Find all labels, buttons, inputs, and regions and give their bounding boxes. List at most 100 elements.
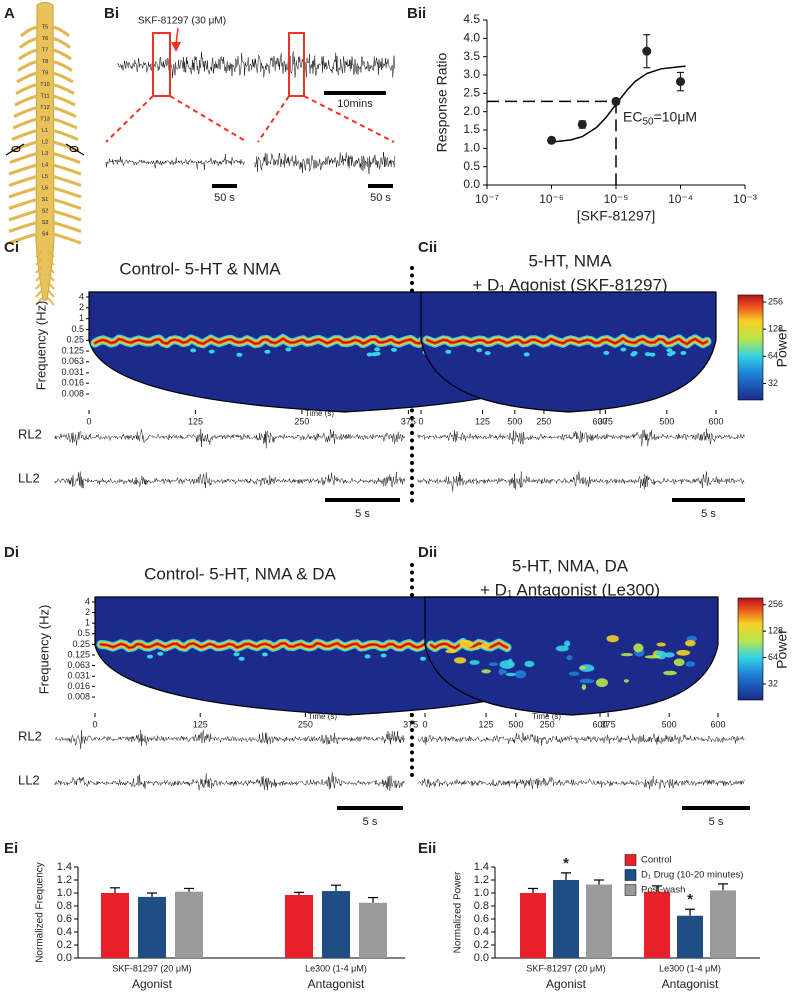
nerve-root — [52, 105, 77, 118]
panel-label: A — [4, 5, 15, 22]
panel-title: 5-HT, NMA — [528, 251, 612, 270]
x-tick-label: 10⁻⁵ — [604, 192, 629, 206]
y-tick-label: 4.0 — [463, 31, 480, 45]
y-tick-label: 1.0 — [474, 887, 489, 899]
nerve-root — [8, 232, 38, 245]
power-blob — [514, 670, 527, 679]
x-tick-label: 375 — [598, 416, 613, 426]
nerve-root — [52, 174, 82, 188]
nerve-root — [35, 297, 43, 306]
x-tick-label: 600 — [708, 416, 723, 426]
nerve-root — [11, 128, 38, 141]
x-tick-label: SKF-81297 (20 μM) — [526, 963, 605, 973]
power-blob — [190, 348, 197, 353]
power-blob — [285, 347, 292, 352]
legend-label: Post-wash — [641, 885, 685, 896]
nerve-root — [14, 94, 38, 107]
scale-bar-label: 50 s — [214, 192, 235, 204]
nerve-root — [12, 117, 38, 130]
power-blob — [564, 640, 571, 647]
power-blob — [523, 352, 530, 357]
segment-label: T6 — [42, 36, 48, 42]
spectrogram-bg — [420, 291, 717, 413]
zoom-guide — [257, 95, 290, 143]
x-tick-label: 600 — [592, 416, 607, 426]
x-axis-label: Time (s) — [305, 409, 334, 418]
y-axis-label: Frequency (Hz) — [36, 605, 51, 695]
data-point — [642, 46, 652, 56]
power-blob — [685, 640, 696, 647]
segment-label: T10 — [40, 82, 49, 88]
power-blob — [498, 668, 504, 676]
power-blob — [238, 656, 245, 661]
y-tick-label: 0.0 — [463, 177, 480, 191]
trace — [417, 428, 745, 447]
power-blob — [680, 351, 687, 355]
data-point — [611, 96, 621, 106]
bar — [710, 890, 736, 958]
power-blob — [663, 670, 677, 676]
nerve-root — [35, 289, 43, 298]
power-blob — [581, 684, 587, 690]
x-tick-label: 500 — [507, 416, 522, 426]
nerve-root — [18, 48, 38, 61]
power-blob — [666, 348, 673, 353]
power-blob — [445, 649, 457, 654]
nerve-root — [35, 257, 43, 266]
group-label: Agonist — [546, 977, 587, 991]
x-tick-label: 10⁻⁷ — [475, 192, 499, 206]
legend-label: Control — [641, 855, 672, 866]
power-blob — [566, 655, 573, 661]
power-blob — [620, 653, 634, 657]
segment-label: L5 — [42, 174, 48, 180]
trace — [417, 732, 745, 746]
nerve-root — [35, 249, 43, 258]
power-blob — [469, 660, 480, 665]
y-tick-label: 1 — [79, 313, 84, 323]
y-axis-label: Normalized Power — [453, 871, 464, 953]
y-tick-label: 0.0 — [474, 952, 489, 964]
nerve-root — [52, 36, 71, 49]
scale-bar-label: 50 s — [370, 192, 391, 204]
y-tick-label: 1.4 — [474, 861, 489, 873]
trace — [417, 775, 745, 790]
nerve-root — [8, 209, 38, 222]
power-blob — [505, 672, 517, 677]
spinal-cord — [35, 2, 55, 301]
nerve-root — [52, 209, 82, 222]
scale-bar-label: 5 s — [709, 816, 724, 828]
trace — [54, 729, 405, 750]
power-blob — [568, 671, 580, 676]
y-tick-label: 1.5 — [463, 122, 480, 136]
y-tick-label: 3.5 — [463, 49, 480, 63]
x-tick-label: 500 — [508, 719, 523, 729]
colorbar — [737, 294, 764, 401]
y-tick-label: 0.8 — [474, 900, 489, 912]
electrode-tip — [11, 146, 21, 152]
segment-label: T13 — [40, 116, 49, 122]
y-tick-label: 0.2 — [474, 939, 489, 951]
y-tick-label: 1.2 — [57, 874, 72, 886]
group-label: Antagonist — [662, 977, 719, 991]
power-blob — [366, 352, 373, 357]
power-blob — [445, 349, 452, 354]
power-blob — [364, 654, 371, 659]
legend-swatch — [624, 869, 637, 881]
nerve-root — [52, 25, 71, 38]
x-axis-label: Time (s) — [532, 712, 561, 721]
trace-label: LL2 — [18, 772, 40, 787]
electrode-tip — [69, 146, 79, 152]
y-tick-label: 0.6 — [57, 913, 72, 925]
colorbar-tick-label: 256 — [768, 599, 783, 609]
x-tick-label: Le300 (1-4 μM) — [305, 963, 367, 973]
nerve-root — [52, 117, 78, 130]
zoom-guide — [303, 95, 395, 143]
scale-bar-label: 10mins — [337, 98, 373, 110]
power-blob — [391, 347, 397, 352]
colorbar-label: Power — [774, 629, 790, 669]
significance-mark: * — [687, 891, 693, 908]
power-band — [426, 337, 708, 345]
bar — [586, 884, 612, 958]
power-blob — [374, 347, 381, 352]
x-tick-label: 375 — [401, 416, 416, 426]
